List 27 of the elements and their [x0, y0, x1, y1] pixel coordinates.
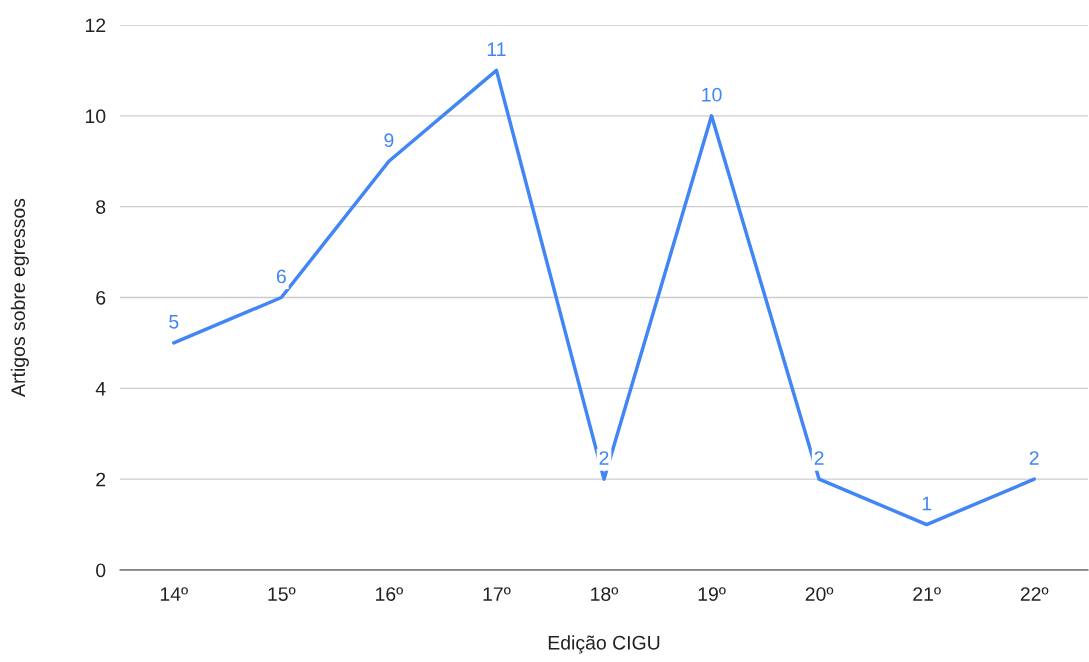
y-tick-label: 8 — [96, 200, 106, 214]
data-label: 2 — [599, 451, 609, 465]
data-label: 1 — [922, 496, 932, 511]
y-tick-label: 0 — [96, 563, 106, 578]
x-tick-label: 18º — [591, 587, 619, 601]
data-label: 2 — [1029, 451, 1039, 465]
x-tick-label: 20º — [805, 587, 834, 601]
y-tick-label: 6 — [96, 290, 106, 305]
y-tick-label: 4 — [95, 382, 106, 396]
x-tick-label: 19º — [698, 587, 726, 601]
x-tick-label: 17º — [483, 587, 511, 601]
y-tick-label: 10 — [85, 109, 106, 124]
x-tick-label: 15º — [268, 587, 296, 601]
y-axis-title: Artigos sobre egressos — [10, 198, 29, 397]
x-tick-label: 16º — [376, 587, 404, 601]
y-tick-label: 2 — [96, 472, 106, 487]
data-label: 6 — [276, 269, 286, 284]
data-label: 2 — [814, 451, 824, 465]
data-label: 10 — [702, 87, 722, 102]
x-tick-label: 22º — [1020, 587, 1049, 601]
data-label: 5 — [169, 315, 179, 329]
data-label: 9 — [384, 133, 394, 148]
x-axis-title: Edição CIGU — [548, 635, 660, 654]
y-tick-label: 12 — [85, 18, 106, 33]
x-tick-label: 21º — [913, 587, 941, 601]
data-label: 11 — [487, 42, 506, 56]
x-tick-label: 14º — [160, 587, 188, 601]
